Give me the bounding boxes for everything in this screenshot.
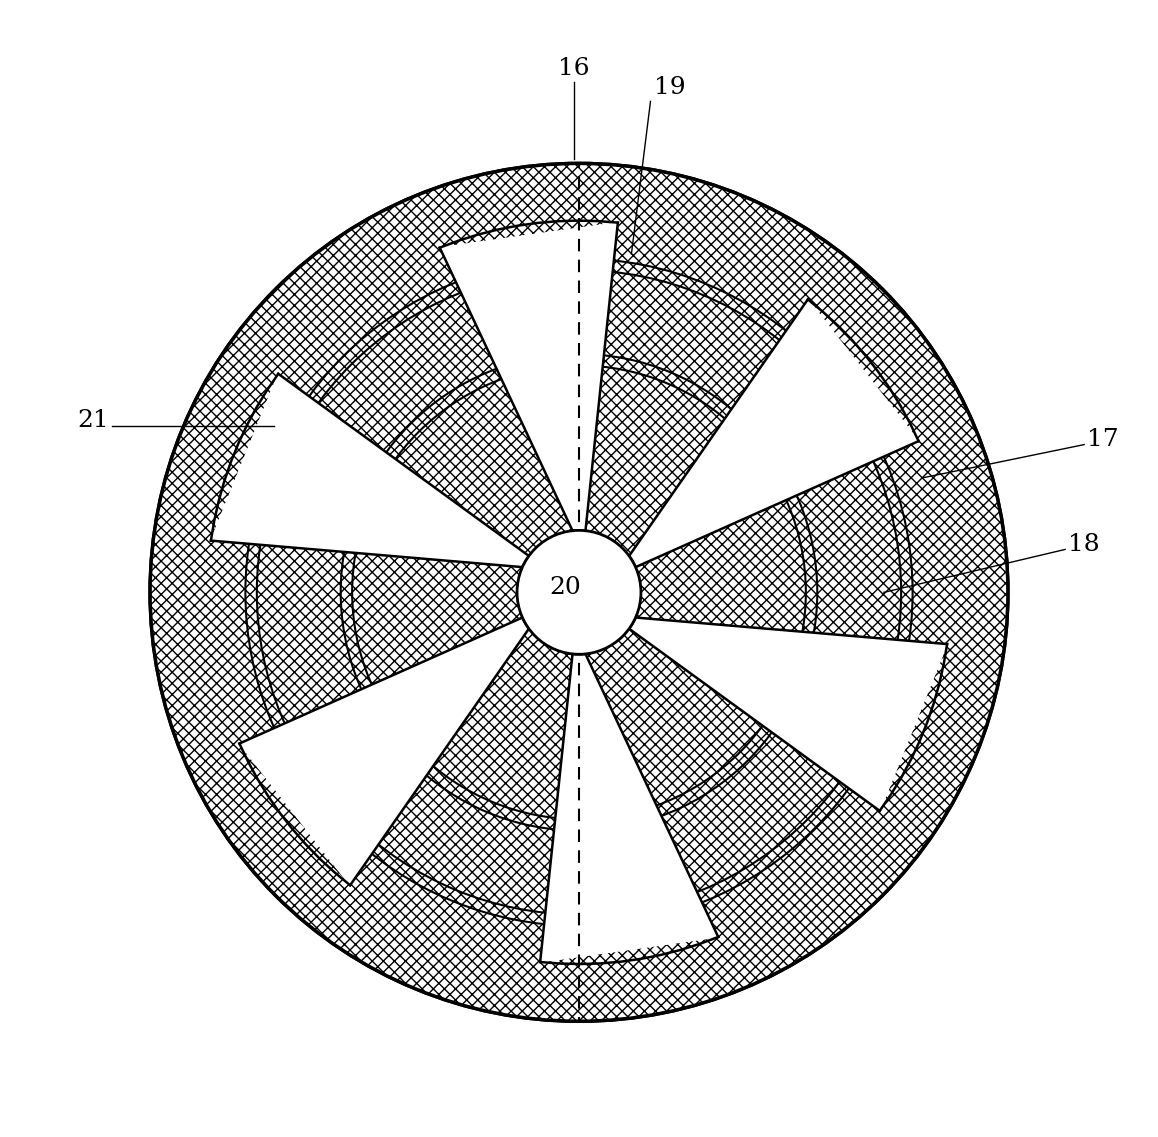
Polygon shape: [629, 617, 947, 811]
Text: 17: 17: [1087, 429, 1119, 451]
Polygon shape: [240, 617, 529, 886]
Circle shape: [151, 164, 1007, 1021]
Circle shape: [516, 530, 642, 654]
Polygon shape: [629, 299, 918, 567]
Text: 16: 16: [558, 57, 591, 80]
Polygon shape: [440, 223, 618, 531]
Text: 21: 21: [78, 409, 109, 432]
Text: 18: 18: [1069, 533, 1100, 556]
Text: 19: 19: [654, 76, 686, 99]
Circle shape: [151, 164, 1007, 1021]
Polygon shape: [540, 654, 718, 962]
Text: 20: 20: [549, 576, 580, 599]
Polygon shape: [211, 374, 529, 567]
